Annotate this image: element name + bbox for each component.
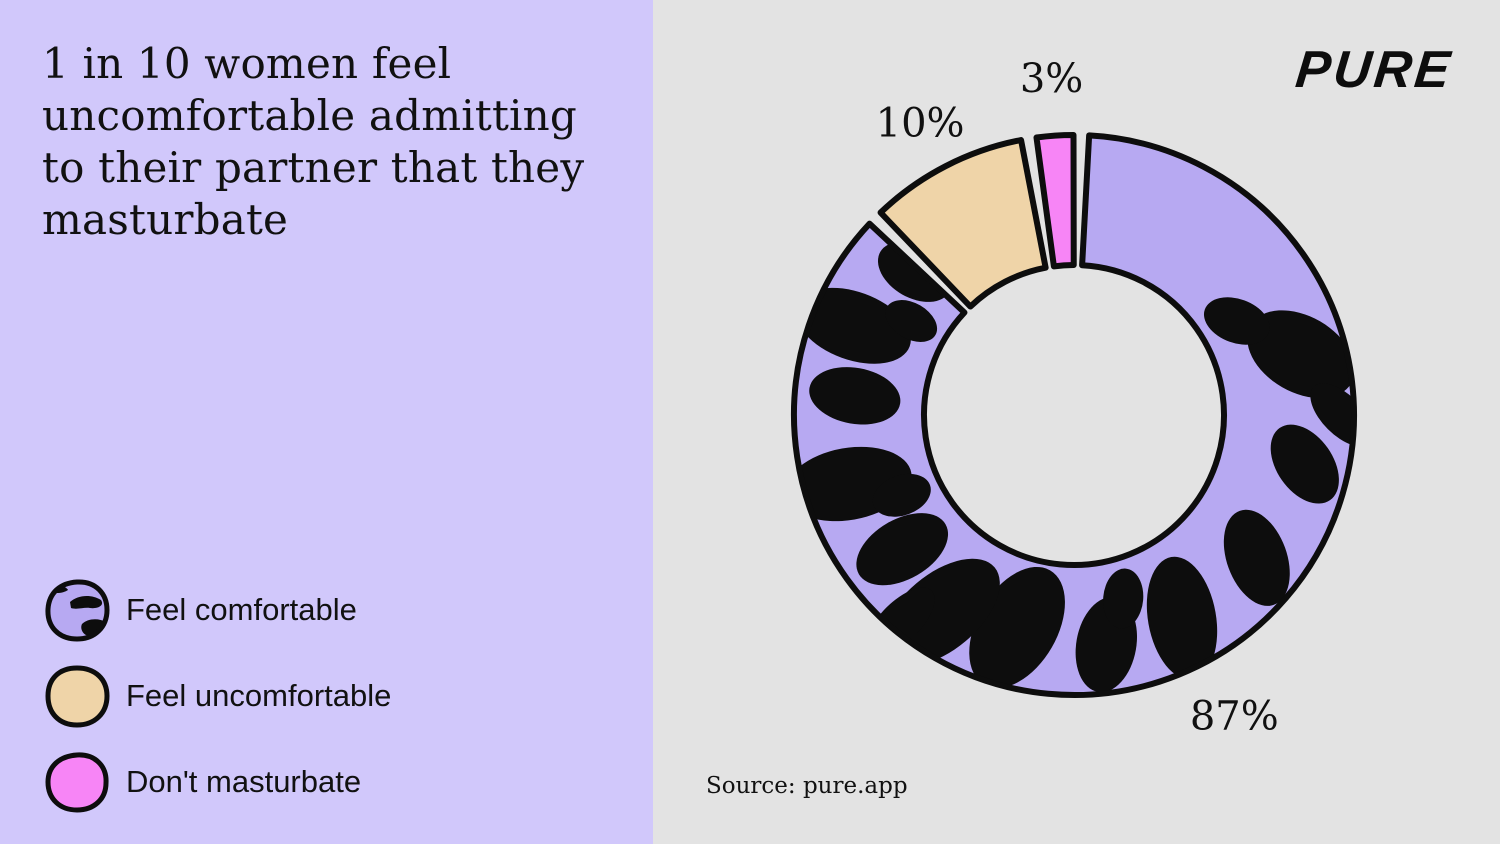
cow-spot — [1247, 310, 1355, 399]
legend-label: Feel uncomfortable — [126, 678, 392, 713]
swatch-fill — [45, 665, 110, 728]
slice-outline — [791, 132, 1357, 698]
beige-circle-swatch-icon — [45, 665, 110, 728]
legend-label: Don't masturbate — [126, 764, 362, 799]
cow-spot — [1146, 556, 1218, 680]
legend-item-feel-comfortable: Feel comfortable — [44, 578, 604, 642]
data-label: 3% — [1020, 56, 1083, 102]
cow-spot — [795, 287, 911, 364]
data-label: 10% — [876, 100, 965, 146]
left-panel: 1 in 10 women feel uncomfortable admitti… — [0, 0, 653, 844]
chart-title: 1 in 10 women feel uncomfortable admitti… — [42, 39, 585, 244]
slice-outline — [1033, 132, 1077, 270]
legend-item-feel-uncomfortable: Feel uncomfortable — [44, 664, 604, 728]
cow-spot — [885, 300, 938, 342]
cow-print-swatch-icon — [45, 579, 110, 642]
swatch-fill — [45, 752, 109, 813]
cow-spot — [1203, 297, 1270, 345]
cow-spot — [809, 367, 901, 425]
right-panel: 87% 10% 3% PURE Source: pure.app — [653, 0, 1500, 844]
donut-chart: 87% 10% 3% — [791, 56, 1357, 739]
cow-spot — [1310, 383, 1355, 447]
legend: Feel comfortable Feel uncomfortable Don'… — [44, 578, 604, 836]
legend-label: Feel comfortable — [126, 592, 357, 627]
source-note: Source: pure.app — [706, 773, 908, 799]
legend-item-dont-masturbate: Don't masturbate — [44, 750, 604, 814]
pink-circle-swatch-icon — [45, 752, 109, 813]
cow-spot — [1103, 568, 1144, 629]
cow-spot — [1223, 509, 1290, 606]
cow-spot — [872, 473, 931, 517]
data-label: 87% — [1190, 693, 1279, 739]
cow-spot — [856, 513, 949, 586]
pure-logo: PURE — [1292, 41, 1456, 99]
cow-spot — [881, 558, 1000, 666]
slice-don-t-masturbate — [1036, 135, 1074, 267]
cow-spot — [1270, 424, 1339, 504]
slice-outline — [877, 137, 1049, 310]
